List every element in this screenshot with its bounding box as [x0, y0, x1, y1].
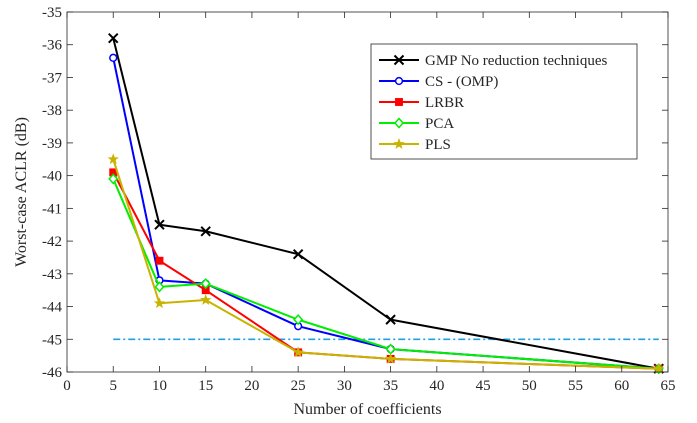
data-point — [109, 53, 118, 62]
series-group — [107, 32, 665, 375]
legend-item: LRBR — [379, 95, 464, 111]
y-tick-label: -35 — [42, 5, 62, 21]
series-1 — [108, 32, 664, 374]
y-axis-label: Worst-case ACLR (dB) — [13, 117, 30, 267]
y-tick-label: -45 — [42, 332, 62, 348]
data-point — [384, 352, 397, 364]
legend-label: GMP No reduction techniques — [425, 53, 607, 69]
series-4 — [108, 173, 664, 375]
data-point — [155, 256, 164, 265]
y-tick-label: -44 — [42, 300, 62, 316]
legend-label: LRBR — [425, 95, 464, 111]
data-point — [200, 294, 212, 305]
legend-label: PLS — [425, 137, 451, 153]
legend-marker — [393, 138, 405, 149]
x-axis: 0 5 10 15 20 25 30 35 40 45 50 55 60 65 — [63, 12, 676, 394]
x-tick-label: 20 — [244, 378, 259, 394]
data-point — [108, 32, 119, 44]
series-line — [112, 158, 659, 370]
y-tick-label: -46 — [42, 365, 62, 381]
y-tick-label: -36 — [42, 38, 62, 54]
y-tick-label: -43 — [42, 267, 62, 283]
x-tick-label: 65 — [661, 378, 676, 394]
x-tick-label: 60 — [614, 378, 629, 394]
y-tick-label: -37 — [42, 70, 62, 86]
x-tick-label: 45 — [476, 378, 491, 394]
x-axis-label: Number of coefficients — [293, 401, 441, 418]
legend-marker — [395, 98, 403, 106]
y-axis: -35 -36 -37 -38 -39 -40 -41 -42 -43 -44 -45 -46 — [42, 5, 668, 381]
x-tick-label: 30 — [337, 378, 352, 394]
x-tick-label: 5 — [109, 378, 117, 394]
data-point — [108, 173, 119, 185]
data-point — [154, 281, 165, 293]
legend-label: PCA — [425, 116, 454, 132]
legend-item: PCA — [379, 116, 454, 132]
series-line — [112, 178, 659, 370]
legend-marker — [393, 117, 405, 129]
data-point — [200, 226, 211, 237]
data-point — [200, 278, 211, 290]
y-tick-label: -41 — [42, 201, 62, 217]
series-5 — [107, 153, 665, 374]
legend-label: CS - (OMP) — [425, 74, 498, 90]
data-point — [292, 248, 304, 260]
x-tick-label: 35 — [383, 378, 398, 394]
x-tick-label: 40 — [429, 378, 444, 394]
plot-frame — [66, 11, 669, 373]
x-tick-label: 50 — [522, 378, 537, 394]
x-tick-label: 10 — [152, 378, 167, 394]
data-point — [292, 346, 304, 358]
y-tick-label: -38 — [42, 103, 62, 119]
legend-item: PLS — [379, 137, 451, 153]
legend: GMP No reduction techniques CS - (OMP) LRB… — [370, 43, 638, 160]
legend-item: GMP No reduction techniques — [379, 53, 607, 69]
x-tick-label: 0 — [63, 378, 71, 394]
x-tick-label: 55 — [568, 378, 583, 394]
y-tick-label: -39 — [42, 136, 62, 152]
data-point — [107, 153, 119, 165]
data-point — [385, 314, 396, 325]
series-line — [112, 37, 659, 370]
x-tick-label: 25 — [291, 378, 306, 394]
y-tick-label: -42 — [42, 234, 62, 250]
data-point — [653, 362, 665, 374]
legend-marker — [393, 54, 405, 66]
legend-box — [370, 43, 638, 160]
data-point — [153, 297, 166, 309]
data-point — [154, 219, 165, 230]
x-tick-label: 15 — [198, 378, 213, 394]
y-tick-label: -40 — [42, 169, 62, 185]
legend-marker — [394, 76, 404, 86]
legend-item: CS - (OMP) — [379, 74, 498, 90]
data-point — [293, 314, 304, 326]
